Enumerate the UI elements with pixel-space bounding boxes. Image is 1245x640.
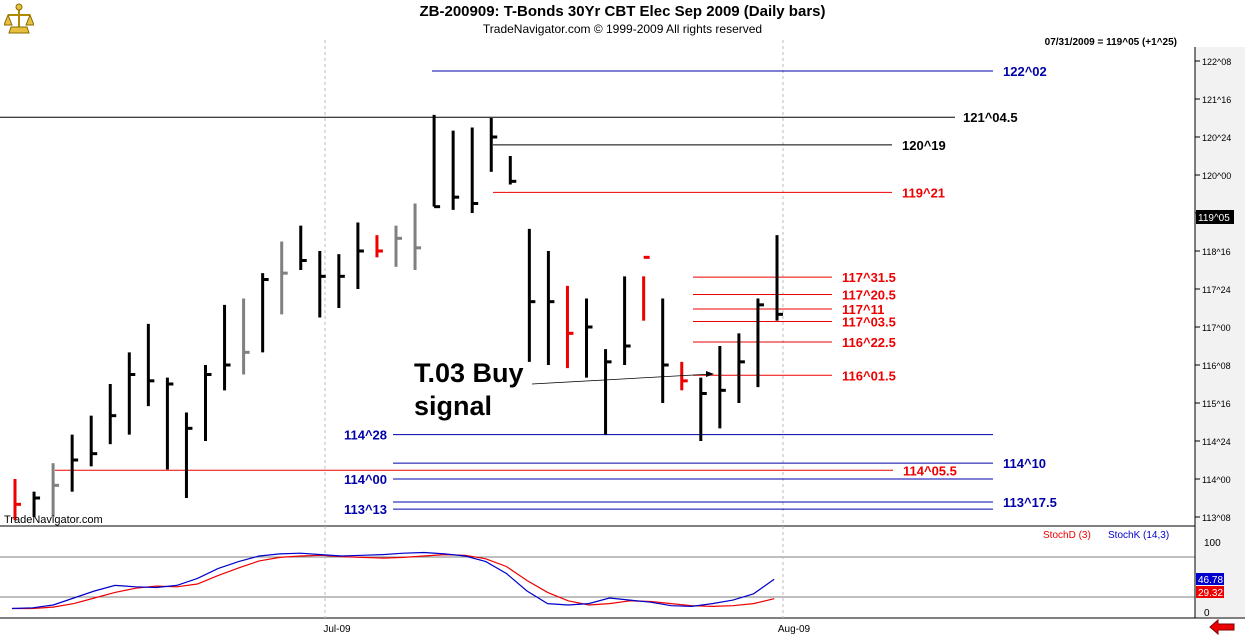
ohlc-bar [242, 298, 250, 375]
ohlc-bar [127, 352, 136, 435]
ohlc-bar [394, 225, 402, 267]
level-label: 117^20.5 [842, 288, 896, 303]
level-label: 113^13 [344, 502, 387, 517]
ohlc-bar [51, 463, 60, 517]
level-label: 119^21 [902, 185, 945, 200]
y-tick-label: 116^08 [1202, 361, 1231, 371]
level-label: 117^03.5 [842, 314, 896, 329]
x-tick-label-aug: Aug-09 [778, 624, 811, 635]
level-label: 121^04.5 [963, 110, 1018, 125]
y-tick-label: 117^00 [1202, 323, 1231, 333]
ohlc-bar [432, 114, 441, 209]
ohlc-bar [89, 415, 98, 467]
level-label: 117^31.5 [842, 270, 896, 285]
stochk-line [11, 551, 775, 610]
stochk-value: 46.78 [1198, 575, 1223, 586]
ohlc-bar [204, 365, 212, 441]
ohlc-bar [546, 251, 555, 365]
annotation-pointer [531, 373, 713, 385]
y-tick-label: 115^16 [1202, 399, 1231, 409]
stochastic-pane [11, 551, 775, 610]
price-axis-panel [1195, 47, 1245, 617]
y-tick-label: 118^16 [1202, 247, 1231, 257]
y-tick-label: 117^24 [1202, 285, 1231, 295]
scroll-left-icon[interactable] [1209, 618, 1235, 636]
last-price-tag [1196, 210, 1234, 224]
level-label: 116^01.5 [842, 368, 896, 383]
annotation-arrowhead [706, 371, 714, 377]
ohlc-bar [299, 225, 307, 270]
annotation-line-1: T.03 Buy [414, 358, 524, 388]
level-label: 113^17.5 [1003, 495, 1057, 510]
ohlc-bar [680, 361, 688, 391]
level-label: 117^11 [842, 302, 884, 317]
ohlc-bar [527, 228, 536, 362]
price-bars [13, 114, 783, 521]
ohlc-bar [699, 377, 707, 441]
chart-title: ZB-200909: T-Bonds 30Yr CBT Elec Sep 200… [419, 3, 826, 20]
ohlc-bar [375, 235, 383, 258]
ohlc-bar [32, 491, 41, 517]
ohlc-bar [337, 254, 345, 308]
level-label: 120^19 [902, 138, 946, 153]
ohlc-bar [775, 235, 783, 321]
legend-stochk: StochK (14,3) [1108, 530, 1169, 541]
ohlc-bar [13, 479, 21, 521]
ohlc-bar [108, 384, 117, 445]
ohlc-bar [261, 273, 269, 353]
ohlc-bar [470, 127, 479, 213]
ohlc-bar [146, 323, 155, 407]
stoch-tick-100: 100 [1204, 538, 1221, 549]
ohlc-bar [184, 412, 193, 498]
y-tick-label: 113^08 [1202, 513, 1231, 523]
ohlc-bar [756, 298, 764, 388]
ohlc-bar [642, 255, 650, 321]
ohlc-bar [451, 130, 460, 210]
ohlc-bar [280, 241, 288, 315]
price-info: 07/31/2009 = 119^05 (+1^25) [1044, 37, 1177, 48]
ohlc-bar [318, 251, 326, 318]
level-label: 114^10 [1003, 456, 1046, 471]
level-label: 122^02 [1003, 64, 1047, 79]
stochd-value: 29.32 [1198, 588, 1223, 599]
legend-stochd: StochD (3) [1043, 530, 1091, 541]
ohlc-bar [623, 276, 631, 365]
last-price-label: 119^05 [1198, 213, 1230, 224]
ohlc-bar [565, 285, 574, 369]
ohlc-bar [165, 377, 174, 470]
level-label: 114^28 [344, 428, 387, 443]
ohlc-bar [718, 346, 726, 429]
y-tick-label: 114^24 [1202, 437, 1231, 447]
chart-subtitle: TradeNavigator.com © 1999-2009 All right… [482, 22, 763, 36]
ohlc-bar [489, 118, 498, 172]
x-tick-label-jul: Jul-09 [323, 624, 351, 635]
ohlc-bar [223, 304, 231, 391]
price-levels: 122^02 121^04.5 120^19 119^21 117^31.5 117^20… [0, 64, 1057, 517]
ohlc-bar [585, 298, 593, 378]
stoch-tick-0: 0 [1204, 608, 1210, 619]
stochd-line [12, 553, 775, 610]
ohlc-bar [508, 156, 517, 185]
ohlc-bar [737, 333, 745, 403]
grid-lines [324, 40, 784, 618]
level-label: 114^00 [344, 472, 387, 487]
ohlc-bar [661, 298, 669, 403]
ohlc-bar [356, 222, 364, 289]
trade-navigator-logo [3, 3, 35, 40]
y-tick-label: 121^16 [1202, 95, 1231, 105]
ohlc-bar [70, 434, 79, 492]
y-tick-label: 122^08 [1202, 57, 1231, 67]
annotation-line-2: signal [414, 391, 492, 421]
y-tick-label: 120^24 [1202, 133, 1231, 143]
level-label: 114^05.5 [903, 463, 957, 478]
y-tick-label: 114^00 [1202, 475, 1231, 485]
level-label: 116^22.5 [842, 335, 896, 350]
stochk-value-tag [1196, 573, 1224, 585]
ohlc-bar [413, 203, 422, 270]
y-tick-label: 120^00 [1202, 171, 1231, 181]
ohlc-bar [604, 349, 612, 435]
watermark: TradeNavigator.com [4, 514, 103, 526]
stochd-value-tag [1196, 586, 1224, 598]
